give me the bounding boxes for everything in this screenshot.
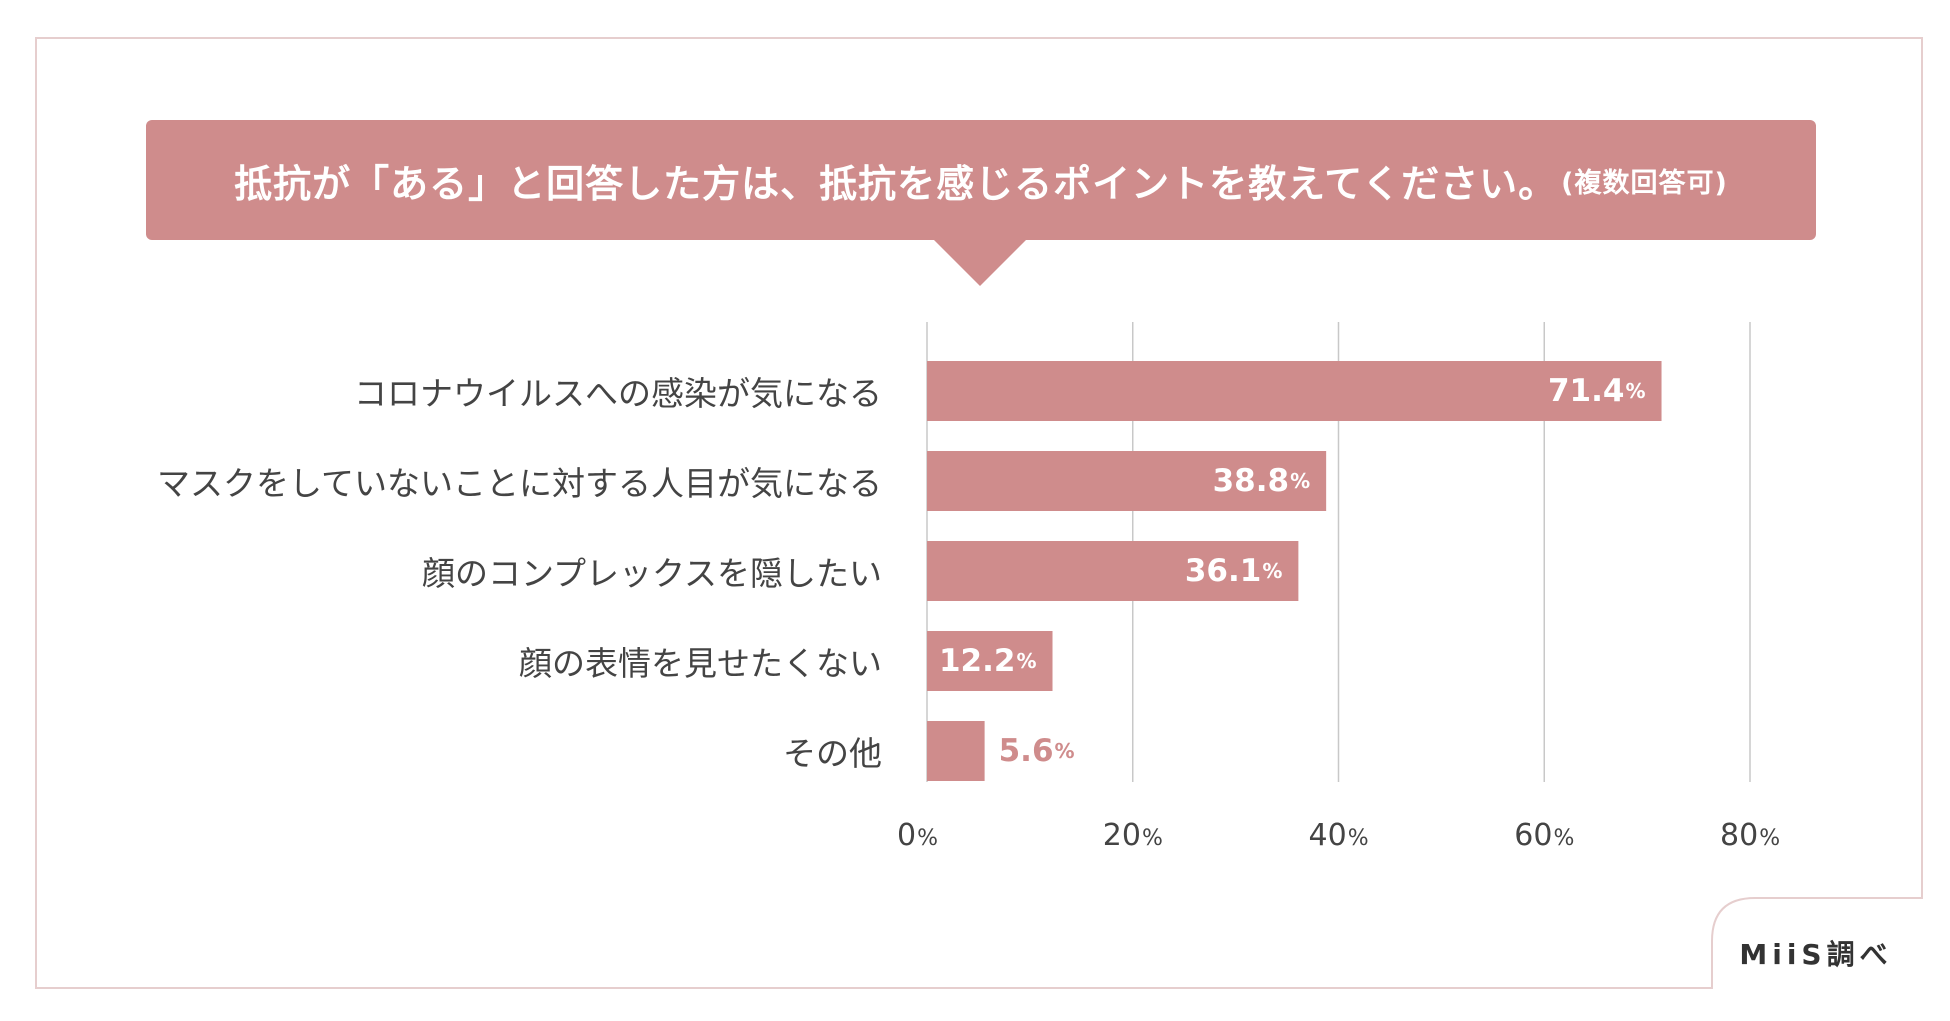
x-tick-label: 0% — [897, 818, 977, 853]
title-banner — [146, 120, 1816, 240]
x-tick-label: 20% — [1103, 818, 1183, 853]
value-unit: % — [1625, 379, 1646, 403]
value-unit: % — [1054, 739, 1075, 763]
category-label: コロナウイルスへの感染が気になる — [354, 374, 882, 413]
frame-border — [35, 37, 1923, 989]
bar — [927, 541, 1299, 601]
x-tick-value: 40 — [1308, 818, 1347, 853]
source-label: MiiS調べ — [1739, 938, 1893, 971]
value-number: 36.1 — [1184, 553, 1262, 589]
value-number: 5.6 — [998, 733, 1054, 769]
title-pointer — [933, 239, 1027, 286]
title-main: 抵抗が「ある」と回答した方は、抵抗を感じるポイントを教えてください。 — [234, 161, 1558, 206]
value-number: 38.8 — [1212, 463, 1290, 499]
x-tick-value: 20 — [1102, 818, 1141, 853]
bars-group — [927, 361, 1662, 781]
x-tick-value: 0 — [897, 818, 917, 853]
chart-title: 抵抗が「ある」と回答した方は、抵抗を感じるポイントを教えてください。 (複数回答可… — [146, 120, 1816, 240]
value-unit: % — [1262, 559, 1283, 583]
title-note: (複数回答可) — [1561, 167, 1728, 199]
x-tick-unit: % — [917, 826, 938, 851]
bar — [927, 361, 1662, 421]
value-label: 5.6% — [999, 721, 1075, 781]
category-label: 顔のコンプレックスを隠したい — [421, 554, 882, 593]
value-number: 12.2 — [938, 643, 1016, 679]
bar — [927, 721, 985, 781]
category-label: 顔の表情を見せたくない — [519, 644, 882, 683]
category-label: マスクをしていないことに対する人目が気になる — [156, 464, 882, 503]
bar — [927, 631, 1053, 691]
value-unit: % — [1290, 469, 1311, 493]
x-tick-unit: % — [1347, 826, 1369, 851]
value-label: 12.2% — [927, 631, 1037, 691]
value-label: 36.1% — [927, 541, 1283, 601]
bar — [927, 451, 1327, 511]
value-number: 71.4 — [1547, 373, 1625, 409]
x-tick-unit: % — [1141, 826, 1163, 851]
x-tick-label: 80% — [1720, 818, 1800, 853]
x-tick-value: 80 — [1720, 818, 1759, 853]
x-tick-label: 40% — [1309, 818, 1389, 853]
x-tick-label: 60% — [1514, 818, 1594, 853]
value-unit: % — [1016, 649, 1037, 673]
x-tick-unit: % — [1553, 826, 1575, 851]
category-label: その他 — [783, 734, 882, 773]
x-tick-value: 60 — [1514, 818, 1553, 853]
value-label: 71.4% — [927, 361, 1646, 421]
value-label: 38.8% — [927, 451, 1311, 511]
x-tick-unit: % — [1759, 826, 1781, 851]
